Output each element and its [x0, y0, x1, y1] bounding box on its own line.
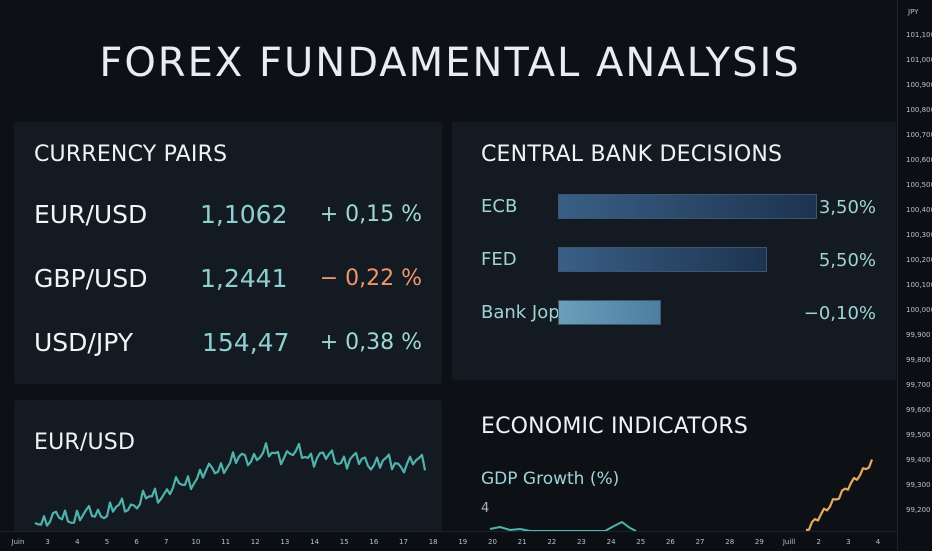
price-axis-tick: 99,700 [906, 381, 931, 389]
price-axis-currency: JPY [908, 8, 919, 16]
time-axis-tick: 6 [134, 538, 139, 546]
time-axis-tick: 2 [816, 538, 821, 546]
bank-rate-ecb: 3,50% [818, 197, 876, 218]
price-axis-tick: 99,500 [906, 431, 931, 439]
price-axis-tick: 100,400 [906, 206, 932, 214]
time-axis-tick: 12 [250, 538, 260, 546]
time-axis-tick: 13 [280, 538, 290, 546]
price-axis-tick: 99,600 [906, 406, 931, 414]
time-axis-tick: 4 [75, 538, 80, 546]
time-axis-tick: Juin [11, 538, 25, 546]
pair-name-eurusd: EUR/USD [34, 200, 148, 229]
bank-rate-boj: −0,10% [803, 303, 876, 324]
price-axis-tick: 99,200 [906, 506, 931, 514]
pair-name-usdjpy: USD/JPY [34, 328, 134, 357]
eurusd-chart-panel: EUR/USD [14, 400, 442, 540]
price-axis-tick: 101,100 [906, 31, 932, 39]
pair-rate-eurusd: 1,1062 [200, 200, 288, 229]
time-axis-tick: 19 [458, 538, 468, 546]
pair-rate-usdjpy: 154,47 [202, 328, 290, 357]
currency-pairs-panel: CURRENCY PAIRS EUR/USD 1,1062 + 0,15 % G… [14, 122, 442, 384]
time-axis-tick: 11 [221, 538, 231, 546]
time-axis-tick: 17 [399, 538, 408, 546]
price-axis-tick: 101,000 [906, 56, 932, 64]
time-axis-tick: 28 [725, 538, 735, 546]
time-axis-tick: 5 [104, 538, 110, 546]
time-axis-tick: 20 [488, 538, 497, 546]
gdp-growth-label: GDP Growth (%) [481, 469, 620, 489]
price-axis-tick: 100,100 [906, 281, 932, 289]
pair-name-gbpusd: GBP/USD [34, 264, 148, 293]
pair-change-usdjpy: + 0,38 % [319, 330, 422, 355]
price-axis-tick: 100,300 [906, 231, 932, 239]
price-axis-tick: 99,800 [906, 356, 931, 364]
time-axis-tick: 29 [754, 538, 764, 546]
gdp-growth-line [805, 459, 874, 532]
time-axis-tick: 3 [45, 538, 50, 546]
pair-change-eurusd: + 0,15 % [319, 202, 422, 227]
bank-rate-bar-ecb [558, 194, 817, 219]
currency-pairs-heading: CURRENCY PAIRS [34, 142, 228, 167]
price-axis[interactable]: JPY 101,100 101,000 100,900 100,800 100,700 1… [897, 0, 932, 550]
page-title: FOREX FUNDAMENTAL ANALYSIS [99, 40, 801, 86]
price-axis-tick: 100,000 [906, 306, 932, 314]
time-axis-tick: 10 [191, 538, 201, 546]
pair-change-gbpusd: − 0,22 % [319, 266, 422, 291]
time-axis-tick: 7 [164, 538, 169, 546]
price-axis-tick: 99,300 [906, 481, 931, 489]
time-axis-tick: 16 [369, 538, 379, 546]
time-axis-tick: 23 [576, 538, 586, 546]
economic-heading: ECONOMIC INDICATORS [481, 414, 749, 439]
time-axis-tick: 4 [875, 538, 881, 546]
price-axis-tick: 100,900 [906, 81, 932, 89]
price-axis-tick: 99,900 [906, 331, 931, 339]
price-axis-tick: 100,800 [906, 106, 932, 114]
eurusd-chart-heading: EUR/USD [34, 430, 136, 455]
bank-rate-bar-fed [558, 247, 767, 272]
time-axis-tick: 18 [428, 538, 438, 546]
bank-rate-bar-boj [558, 300, 661, 325]
bank-rate-fed: 5,50% [818, 250, 876, 271]
time-axis-tick: Juill [782, 538, 796, 546]
time-axis-tick: 27 [695, 538, 705, 546]
central-bank-panel: CENTRAL BANK DECISIONS ECB 3,50% FED 5,5… [452, 122, 896, 380]
price-axis-tick: 100,600 [906, 156, 932, 164]
pair-rate-gbpusd: 1,2441 [200, 264, 288, 293]
time-axis-tick: 24 [606, 538, 616, 546]
gdp-growth-value: 4 [481, 501, 490, 516]
time-axis-tick: 15 [339, 538, 349, 546]
eurusd-price-line [34, 442, 427, 527]
time-axis-tick: 21 [517, 538, 527, 546]
time-axis-tick: 26 [665, 538, 675, 546]
central-bank-heading: CENTRAL BANK DECISIONS [481, 142, 783, 167]
price-axis-tick: 100,700 [906, 131, 932, 139]
price-axis-tick: 99,400 [906, 456, 931, 464]
economic-indicators-panel: ECONOMIC INDICATORS GDP Growth (%) 4 [462, 393, 896, 540]
price-axis-tick: 100,500 [906, 181, 932, 189]
time-axis-tick: 3 [846, 538, 851, 546]
time-axis-tick: 22 [547, 538, 557, 546]
time-axis[interactable]: Juin 3 4 5 6 7 10 11 12 13 14 15 16 17 18 19 20 21 22 23 24 2… [0, 531, 897, 551]
bank-label-boj: Bank Jopt [481, 302, 567, 323]
price-axis-tick: 100,200 [906, 256, 932, 264]
time-axis-tick: 14 [310, 538, 320, 546]
bank-label-ecb: ECB [481, 196, 518, 217]
bank-label-fed: FED [481, 249, 517, 270]
time-axis-tick: 25 [636, 538, 646, 546]
